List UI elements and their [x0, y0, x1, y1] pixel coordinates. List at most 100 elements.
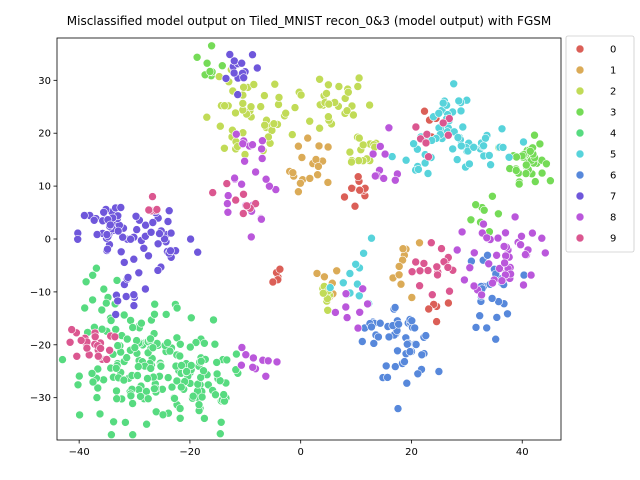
data-point: [239, 73, 248, 82]
data-point: [525, 147, 535, 156]
data-point: [479, 219, 488, 229]
data-point: [444, 298, 453, 308]
data-point: [239, 209, 248, 218]
data-point: [419, 259, 429, 268]
legend-label-3: 3: [610, 108, 616, 119]
y-tick-label: −30: [30, 393, 51, 404]
data-point: [258, 136, 267, 145]
data-point: [219, 390, 228, 399]
data-point: [521, 250, 530, 259]
y-tick-label: −20: [30, 340, 51, 351]
data-point: [153, 239, 163, 249]
data-point: [379, 174, 389, 183]
legend-marker-8: [575, 212, 585, 222]
data-point: [504, 153, 514, 162]
legend-label-7: 7: [610, 192, 616, 203]
data-point: [260, 120, 270, 130]
data-point: [498, 143, 508, 152]
data-point: [438, 98, 448, 108]
data-point: [122, 353, 131, 362]
data-point: [238, 99, 248, 108]
data-point: [274, 100, 283, 109]
data-point: [239, 190, 248, 199]
data-point: [163, 373, 173, 382]
data-point: [510, 212, 520, 222]
data-point: [394, 262, 404, 271]
data-point: [248, 50, 257, 60]
data-point: [118, 232, 127, 242]
data-point: [95, 409, 105, 419]
data-point: [148, 343, 158, 353]
data-point: [106, 220, 115, 230]
data-point: [241, 350, 251, 360]
data-point: [216, 417, 226, 427]
data-point: [526, 270, 536, 280]
data-point: [324, 80, 333, 90]
data-point: [315, 123, 324, 133]
legend-label-1: 1: [610, 66, 616, 77]
data-point: [220, 101, 229, 110]
data-point: [92, 263, 101, 273]
x-tick-label: 20: [405, 447, 418, 458]
data-point: [501, 228, 510, 238]
data-point: [212, 358, 221, 367]
data-point: [200, 414, 209, 423]
legend-label-5: 5: [610, 150, 616, 161]
y-tick-label: −10: [30, 287, 51, 298]
data-point: [456, 141, 466, 151]
data-point: [400, 357, 409, 366]
data-point: [221, 74, 231, 83]
data-point: [492, 313, 502, 322]
data-point: [393, 346, 402, 356]
data-point: [477, 290, 486, 300]
data-point: [363, 299, 372, 309]
data-point: [129, 254, 139, 264]
data-point: [421, 331, 431, 340]
data-point: [452, 245, 462, 255]
data-point: [540, 248, 550, 258]
data-point: [93, 364, 103, 374]
legend-label-4: 4: [610, 129, 616, 140]
data-point: [417, 350, 427, 360]
data-point: [133, 371, 142, 380]
data-point: [359, 249, 368, 258]
data-point: [202, 112, 212, 122]
legend-marker-7: [575, 191, 585, 201]
data-point: [260, 91, 269, 100]
data-point: [369, 339, 379, 348]
data-point: [287, 130, 297, 139]
data-point: [357, 337, 367, 346]
data-point: [493, 233, 503, 243]
data-point: [457, 227, 467, 237]
data-point: [402, 378, 412, 388]
series-5-points: [325, 79, 528, 308]
data-point: [113, 226, 123, 236]
data-point: [187, 313, 196, 323]
data-point: [423, 266, 433, 275]
data-point: [75, 371, 84, 381]
data-point: [500, 258, 509, 268]
data-point: [294, 187, 303, 196]
data-point: [415, 266, 425, 276]
data-point: [144, 251, 153, 261]
data-point: [182, 367, 191, 376]
legend-label-6: 6: [610, 171, 616, 182]
data-point: [229, 68, 239, 78]
data-point: [530, 130, 539, 140]
legend-marker-1: [575, 65, 585, 75]
legend-label-9: 9: [610, 234, 616, 245]
data-point: [354, 291, 364, 301]
data-point: [223, 208, 233, 217]
data-point: [237, 179, 246, 189]
data-point: [338, 278, 348, 288]
data-point: [290, 103, 300, 112]
series-2-points: [202, 65, 381, 315]
data-point: [165, 346, 175, 356]
x-tick-label: −40: [69, 447, 90, 458]
data-point: [323, 142, 333, 152]
data-point: [142, 419, 151, 429]
data-point: [519, 280, 528, 290]
data-point: [218, 61, 227, 70]
data-point: [407, 267, 417, 277]
data-point: [390, 175, 400, 185]
